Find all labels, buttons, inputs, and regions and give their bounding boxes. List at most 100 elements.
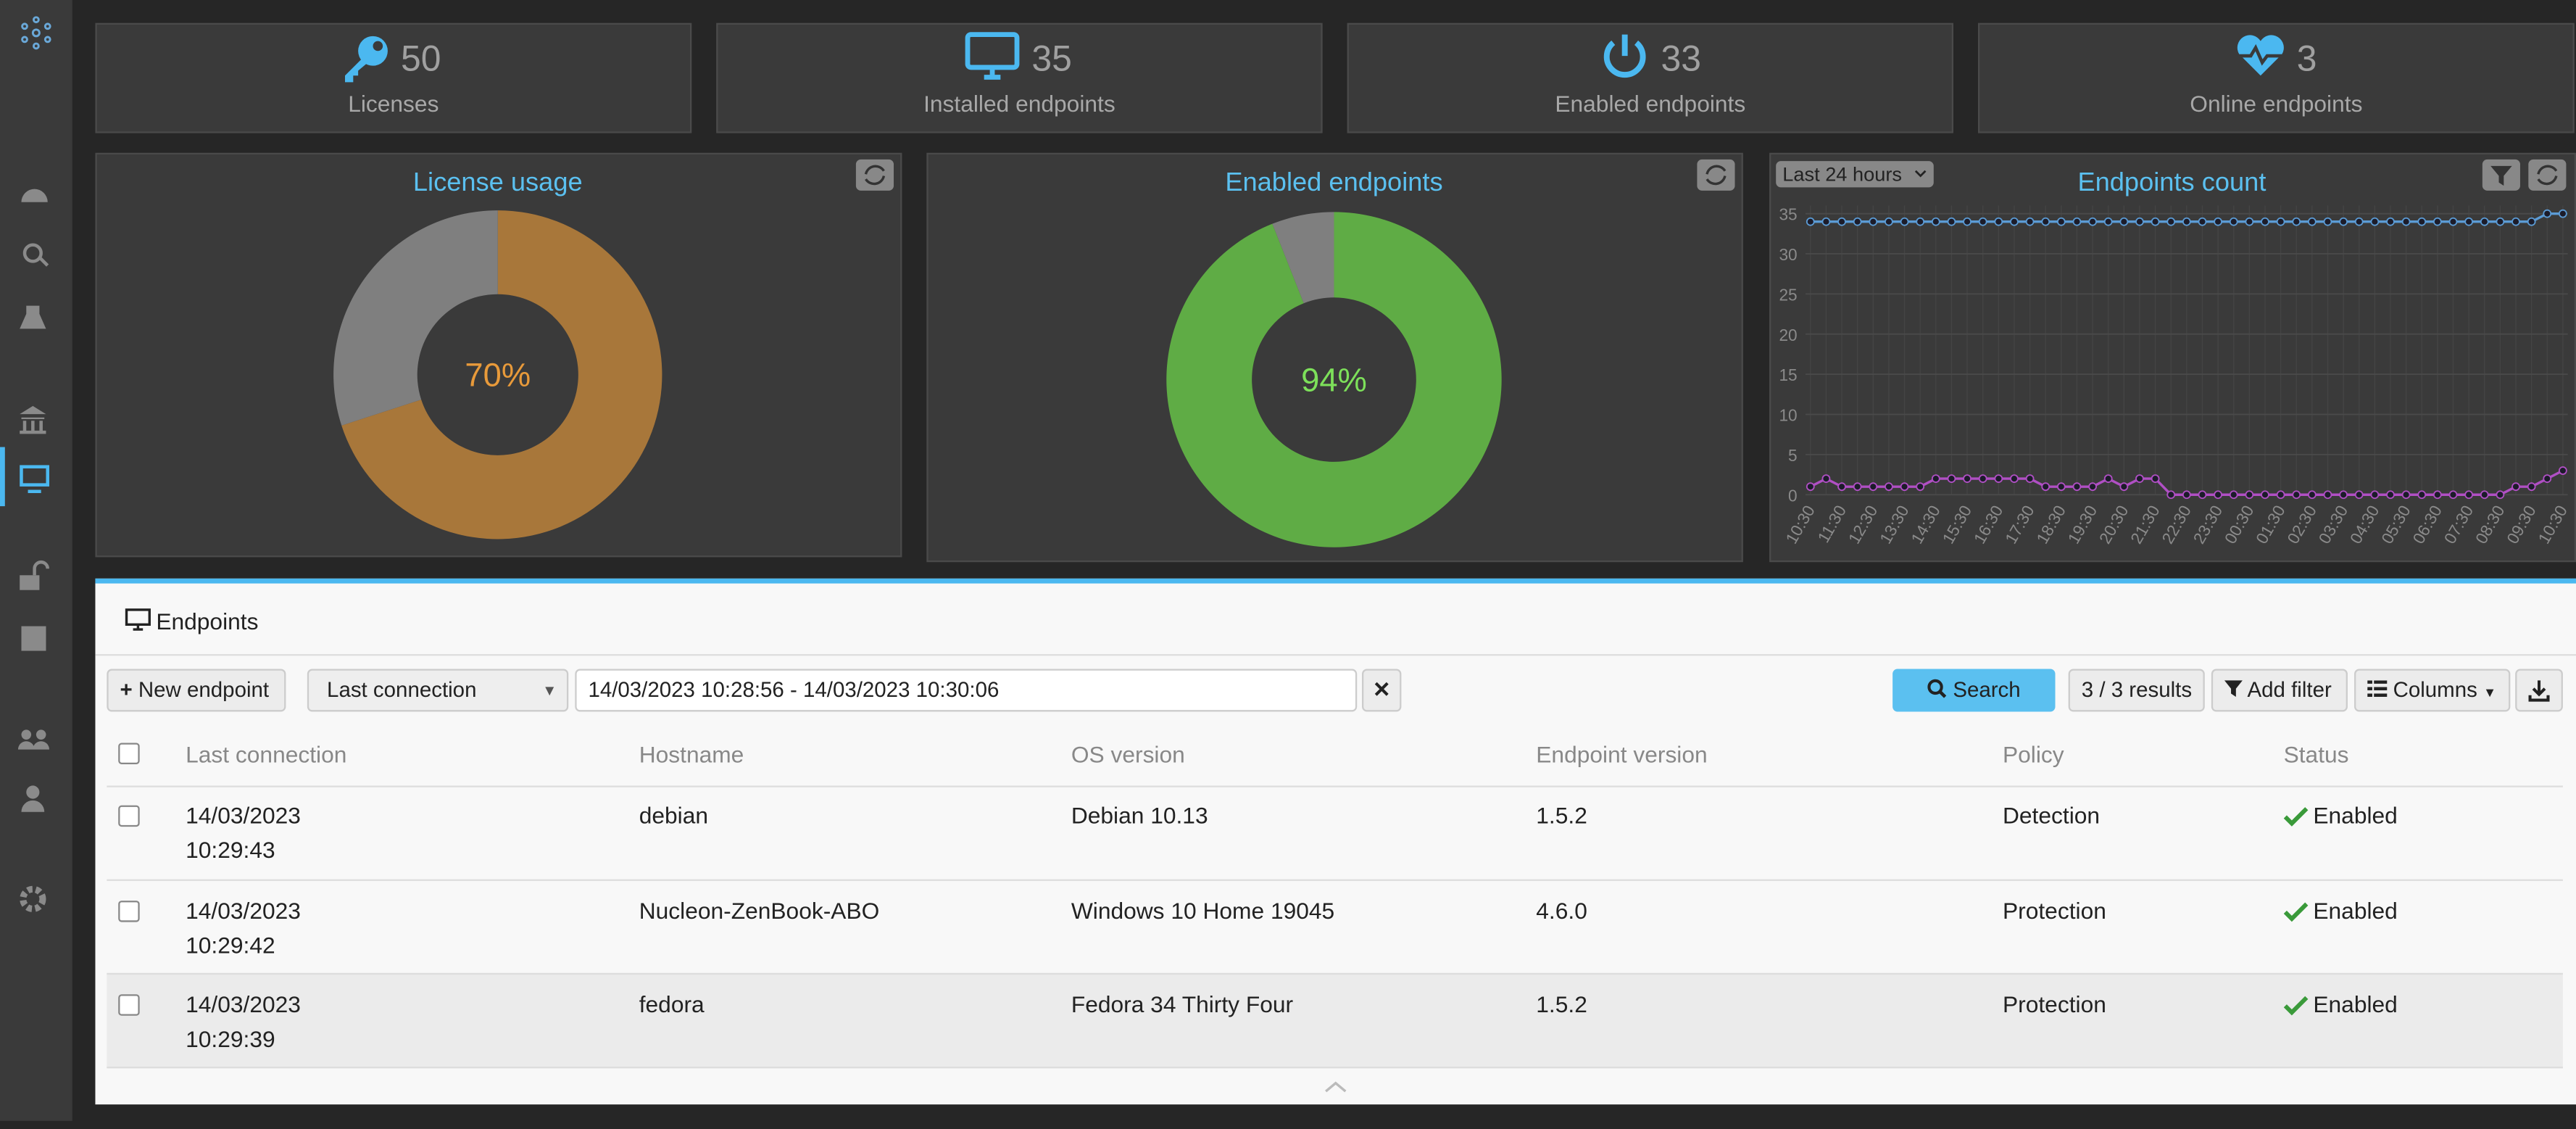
point — [2480, 217, 2489, 226]
period-select[interactable] — [1776, 161, 1934, 188]
point — [2464, 490, 2474, 500]
x-tick-label: 23:30 — [2189, 502, 2226, 547]
point — [2135, 217, 2144, 226]
checkbox[interactable] — [118, 743, 140, 764]
point — [2370, 490, 2380, 500]
point — [2559, 466, 2567, 475]
point — [2229, 217, 2238, 226]
download-button[interactable] — [2515, 669, 2563, 712]
point — [1900, 217, 1909, 226]
stat-label: Installed endpoints — [923, 90, 1115, 117]
refresh-buttons[interactable] — [855, 159, 2567, 191]
x-tick-label: 09:30 — [2503, 502, 2540, 547]
search-button[interactable]: Search — [1892, 669, 2056, 712]
columns-button[interactable]: Columns ▼ — [2354, 669, 2511, 712]
chart-title: Endpoints count — [2077, 167, 2266, 197]
point — [2182, 217, 2191, 226]
stat-value: 33 — [1661, 38, 1702, 79]
stat-card: 50 Licenses — [95, 22, 692, 133]
y-tick-label: 15 — [1779, 365, 1797, 384]
point — [2292, 217, 2301, 226]
chart-title: Enabled endpoints — [1225, 167, 1442, 197]
point — [2339, 490, 2348, 500]
point — [1869, 482, 1878, 492]
checkbox[interactable] — [118, 805, 140, 827]
clear-button[interactable]: ✕ — [1362, 669, 1402, 712]
point — [2527, 482, 2536, 492]
point — [2307, 490, 2317, 500]
point — [2135, 474, 2144, 483]
point — [2088, 217, 2097, 226]
field-select[interactable]: Last connection ▼ — [307, 669, 569, 712]
point — [2417, 217, 2427, 226]
chart-title: License usage — [413, 167, 583, 197]
point — [1963, 217, 1972, 226]
nav-icons[interactable] — [17, 189, 49, 912]
stat-label: Licenses — [348, 90, 439, 117]
add-filter-button[interactable]: Add filter — [2211, 669, 2348, 712]
point — [2198, 217, 2207, 226]
point — [2166, 490, 2176, 500]
button-label: Search — [1953, 677, 2021, 702]
point — [2072, 217, 2082, 226]
x-tick-label: 06:30 — [2409, 502, 2446, 547]
point — [1885, 217, 1893, 226]
active-indicator — [0, 447, 5, 507]
point — [2401, 490, 2411, 500]
dropdown-caret — [1914, 170, 1927, 178]
point — [1947, 474, 1956, 483]
point — [2261, 490, 2269, 500]
date-range-input[interactable]: 14/03/2023 10:28:56 - 14/03/2023 10:30:0… — [575, 669, 1358, 712]
point — [2041, 217, 2051, 226]
table-cell: Fedora 34 Thirty Four — [1071, 991, 1294, 1018]
pie-slice — [1272, 212, 1334, 304]
x-tick-label: 18:30 — [2032, 502, 2069, 547]
results-label: 3 / 3 results — [2081, 677, 2193, 702]
point — [2214, 490, 2222, 500]
point — [2370, 217, 2380, 226]
point — [2025, 474, 2035, 483]
point — [2056, 482, 2066, 492]
point — [2010, 217, 2019, 226]
point — [2276, 490, 2285, 500]
table-cell: 1.5.2 — [1536, 802, 1587, 829]
point — [1947, 217, 1956, 226]
table-cell: 4.6.0 — [1536, 896, 1587, 923]
checkbox[interactable] — [118, 899, 140, 922]
x-tick-label: 17:30 — [2001, 502, 2038, 547]
center-label: 70% — [465, 357, 531, 394]
new-endpoint-button[interactable]: + New endpoint — [107, 669, 286, 712]
point — [1978, 217, 1987, 226]
point — [2025, 217, 2035, 226]
point — [2543, 474, 2552, 483]
logo[interactable] — [21, 16, 51, 50]
period-label[interactable]: Last 24 hours — [1782, 162, 1902, 185]
collapse-chevron[interactable] — [1323, 1078, 1349, 1095]
point — [2214, 217, 2222, 226]
column-header: Status — [2283, 741, 2349, 768]
x-tick-label: 00:30 — [2221, 502, 2258, 547]
active-icon[interactable] — [20, 465, 49, 493]
point — [2307, 217, 2317, 226]
x-tick-label: 03:30 — [2314, 502, 2351, 547]
download-icon — [2528, 680, 2550, 702]
point — [1806, 217, 1815, 226]
table-cell: fedora — [639, 991, 705, 1018]
column-header: Endpoint version — [1536, 741, 1708, 768]
row-highlight — [107, 972, 2563, 1069]
list-icon — [2367, 680, 2388, 698]
checkbox[interactable] — [118, 994, 140, 1016]
y-tick-label: 10 — [1779, 406, 1797, 425]
point — [1994, 474, 2003, 483]
point — [2292, 490, 2301, 500]
stat-value: 35 — [1031, 38, 1072, 79]
point — [2072, 482, 2082, 492]
table-cell: 14/03/2023 10:29:42 — [186, 896, 301, 958]
point — [2401, 217, 2411, 226]
x-tick-label: 04:30 — [2346, 502, 2383, 547]
check-icon — [2283, 807, 2309, 827]
point — [2229, 490, 2238, 500]
x-tick-label: 01:30 — [2252, 502, 2289, 547]
